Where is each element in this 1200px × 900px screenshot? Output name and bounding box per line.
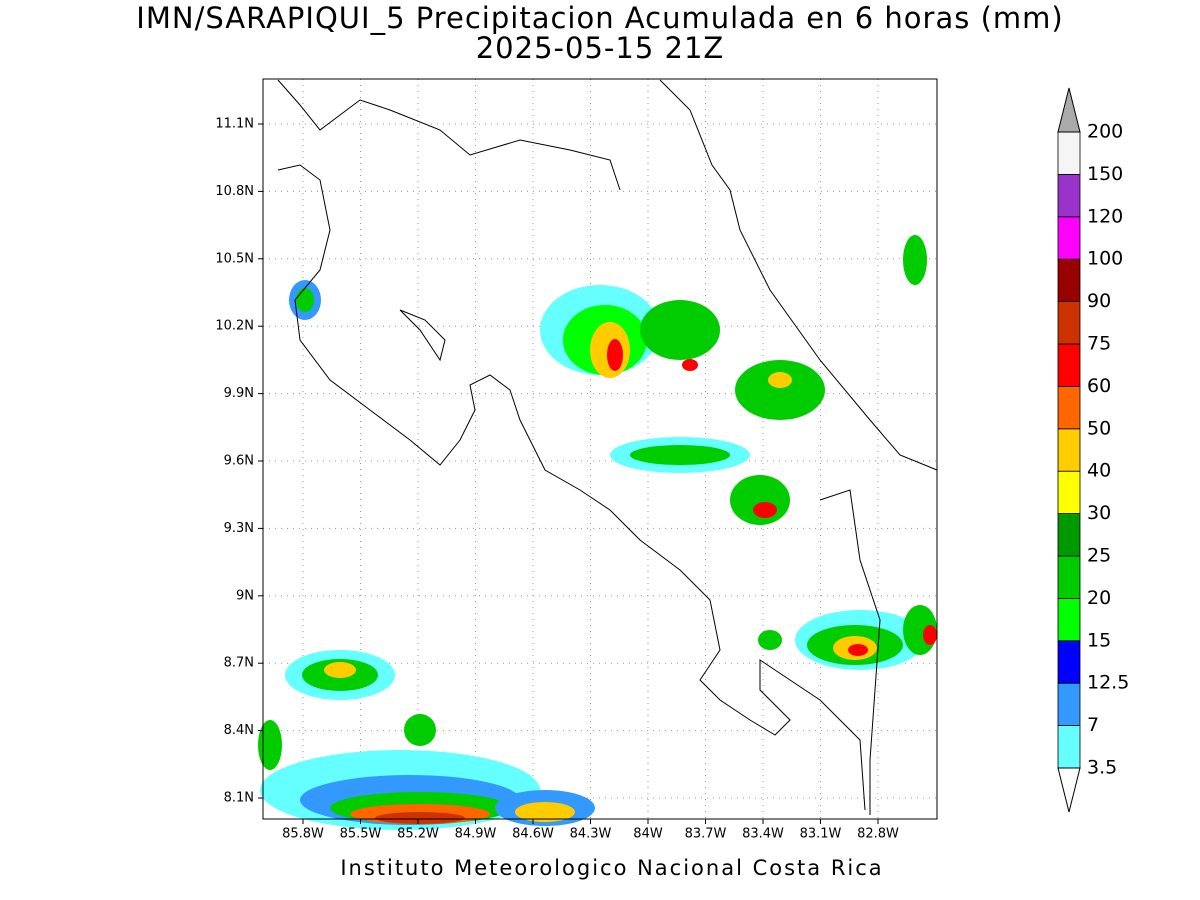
lat-tick-label: 11.1N — [215, 117, 254, 132]
colorbar-label: 30 — [1087, 502, 1111, 524]
map: 85.8W 85.5W 85.2W 84.9W 84.6W 84.3W 84W 83.7W 83… — [215, 78, 938, 842]
lon-tick-label: 85.8W — [282, 827, 324, 842]
colorbar-above — [1057, 87, 1081, 133]
lon-tick-label: 83.7W — [685, 827, 727, 842]
colorbar-segment — [1057, 216, 1081, 260]
colorbar-segment — [1057, 428, 1081, 472]
colorbar-segment — [1057, 301, 1081, 345]
colorbar-label: 15 — [1087, 629, 1111, 651]
coastlines — [277, 79, 938, 815]
lat-tick-label: 9.6N — [224, 454, 254, 469]
ticks: 85.8W 85.5W 85.2W 84.9W 84.6W 84.3W 84W 83.7W 83… — [215, 117, 899, 842]
lon-tick-label: 84W — [633, 827, 663, 842]
colorbar-segment — [1057, 173, 1081, 218]
colorbar-label: 7 — [1087, 714, 1099, 736]
lat-tick-label: 8.1N — [224, 791, 254, 806]
colorbar-segment — [1057, 343, 1081, 387]
colorbar-below — [1057, 767, 1081, 813]
colorbar-segment — [1057, 682, 1081, 727]
colorbar-label: 25 — [1087, 545, 1111, 567]
map-background — [263, 79, 937, 819]
colorbar-segment — [1057, 513, 1081, 557]
colorbar-segment — [1057, 725, 1081, 769]
lat-tick-label: 9.3N — [224, 521, 254, 536]
colorbar-segment — [1057, 131, 1081, 175]
colorbar-label: 90 — [1087, 290, 1111, 312]
lat-tick-label: 10.8N — [215, 184, 254, 199]
lat-tick-label: 8.4N — [224, 723, 254, 738]
lat-tick-label: 9.9N — [224, 386, 254, 401]
colorbar-label: 60 — [1087, 375, 1111, 397]
lat-tick-label: 10.2N — [215, 319, 254, 334]
colorbar-label: 40 — [1087, 460, 1111, 482]
colorbar-segment — [1057, 385, 1081, 430]
lon-tick-label: 84.6W — [512, 827, 554, 842]
title: IMN/SARAPIQUI_5 Precipitacion Acumulada … — [136, 1, 1063, 35]
lon-tick-label: 84.3W — [570, 827, 612, 842]
colorbar-segment — [1057, 470, 1081, 515]
colorbar-label: 150 — [1087, 163, 1123, 185]
colorbar-label: 12.5 — [1087, 672, 1129, 694]
colorbar-label: 200 — [1087, 121, 1123, 143]
colorbar-segment — [1057, 555, 1081, 599]
colorbar-label: 120 — [1087, 205, 1123, 227]
colorbar-segment — [1057, 598, 1081, 642]
lat-tick-label: 10.5N — [215, 251, 254, 266]
lon-tick-label: 82.8W — [857, 827, 899, 842]
colorbar-label: 100 — [1087, 248, 1123, 270]
colorbar-label: 50 — [1087, 417, 1111, 439]
lon-tick-label: 84.9W — [455, 827, 497, 842]
subtitle: 2025-05-15 21Z — [476, 31, 725, 65]
precipitation — [258, 235, 937, 830]
colorbar-segment — [1057, 258, 1081, 303]
lat-tick-label: 9N — [236, 588, 254, 603]
map-frame — [262, 78, 938, 820]
lon-tick-label: 83.4W — [742, 827, 784, 842]
colorbar-segment — [1057, 640, 1081, 684]
footer: Instituto Meteorologico Nacional Costa R… — [340, 856, 883, 880]
colorbar-label: 3.5 — [1087, 757, 1117, 779]
colorbar-label: 75 — [1087, 333, 1111, 355]
lon-tick-label: 85.2W — [397, 827, 439, 842]
colorbar: 3.5 7 12.5 15 20 25 30 40 50 60 75 90 100 120 150 200 — [1057, 87, 1129, 813]
lon-tick-label: 85.5W — [340, 827, 382, 842]
lat-tick-label: 8.7N — [224, 656, 254, 671]
lon-tick-label: 83.1W — [800, 827, 842, 842]
colorbar-label: 20 — [1087, 587, 1111, 609]
